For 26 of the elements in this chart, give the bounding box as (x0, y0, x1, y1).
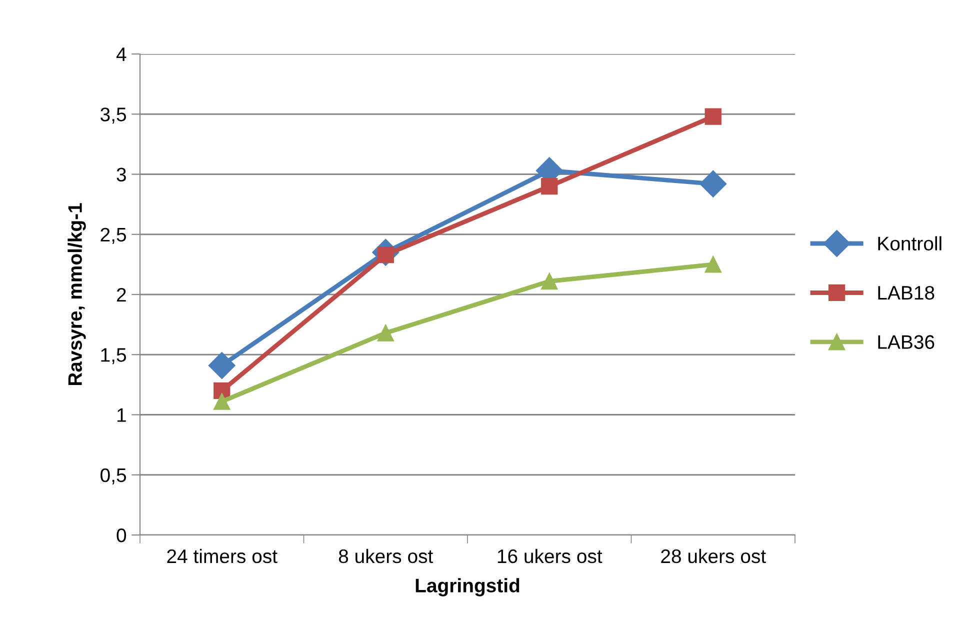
point (704, 108, 722, 125)
point (541, 178, 558, 195)
y-tick-label: 2,5 (100, 228, 126, 244)
point (208, 352, 236, 379)
y-tick-label: 3,5 (100, 108, 126, 124)
point (704, 256, 722, 273)
y-tick-label: 1,5 (101, 348, 126, 364)
y-tick-label: 2 (116, 288, 126, 302)
legend-label: LAB36 (878, 335, 934, 349)
point (214, 393, 230, 410)
x-axis-title: Lagringstid (416, 578, 520, 596)
x-tick-label: 28 ukers ost (661, 548, 766, 564)
y-tick-label: 0 (116, 528, 126, 542)
y-tick-label: 3 (116, 168, 126, 182)
point (541, 272, 558, 290)
legend-label: Kontroll (878, 236, 942, 250)
y-tick-label: 1 (117, 408, 126, 422)
y-tick-label: 0,5 (100, 468, 126, 484)
point (700, 170, 727, 198)
x-tick-label: 8 ukers ost (338, 548, 434, 564)
legend-label: LAB18 (878, 286, 934, 300)
x-tick-label: 16 ukers ost (498, 548, 602, 564)
y-axis-title: Ravsyre, mmol/kg-1 (68, 203, 86, 386)
point (377, 324, 394, 342)
x-tick-label: 24 timers ost (167, 548, 278, 564)
y-tick-label: 4 (116, 48, 126, 62)
